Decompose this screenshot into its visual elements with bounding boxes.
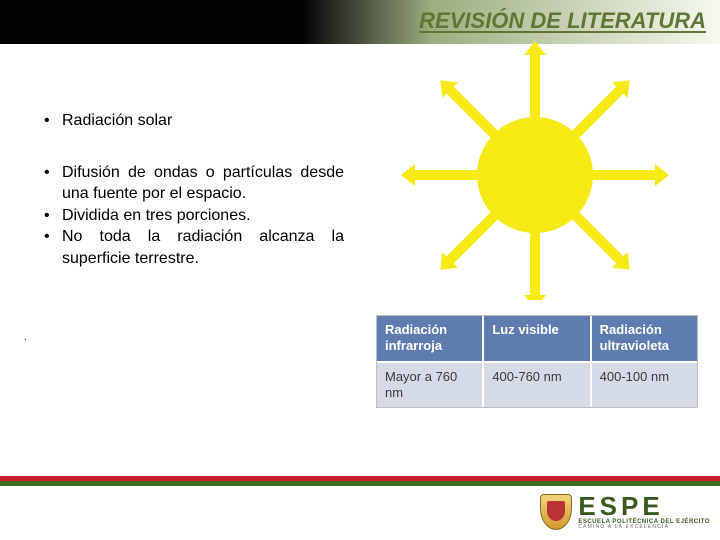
shield-icon: [540, 494, 572, 530]
table-header-cell: Luz visible: [484, 316, 591, 361]
footer-logo: ESPE ESCUELA POLITÉCNICA DEL EJÉRCITO CA…: [540, 493, 710, 530]
bullet-item: Radiación solar: [44, 110, 344, 132]
table-body-cell: 400-100 nm: [592, 361, 697, 408]
stray-dot: .: [24, 332, 27, 343]
sun-diagram: [370, 40, 700, 300]
logo-sub2-text: CAMINO A LA EXCELENCIA: [578, 525, 710, 530]
bullet-group-1: Radiación solar: [44, 110, 344, 132]
sun-svg: [370, 40, 700, 300]
table-body-cell: Mayor a 760 nm: [377, 361, 484, 408]
logo-main-text: ESPE: [578, 493, 710, 519]
table-header-cell: Radiación ultravioleta: [592, 316, 697, 361]
logo-text: ESPE ESCUELA POLITÉCNICA DEL EJÉRCITO CA…: [578, 493, 710, 530]
page-title: REVISIÓN DE LITERATURA: [419, 8, 706, 34]
table-header-row: Radiación infrarroja Luz visible Radiaci…: [377, 316, 697, 361]
footer-stripe-green: [0, 481, 720, 486]
bullet-item: Dividida en tres porciones.: [44, 205, 344, 227]
footer-stripes: [0, 476, 720, 486]
bullet-item: Difusión de ondas o partículas desde una…: [44, 162, 344, 205]
radiation-table: Radiación infrarroja Luz visible Radiaci…: [376, 315, 698, 408]
table-header-cell: Radiación infrarroja: [377, 316, 484, 361]
table-body-cell: 400-760 nm: [484, 361, 591, 408]
bullet-group-2: Difusión de ondas o partículas desde una…: [44, 162, 344, 270]
table-body-row: Mayor a 760 nm 400-760 nm 400-100 nm: [377, 361, 697, 408]
bullet-item: No toda la radiación alcanza la superfic…: [44, 226, 344, 269]
content-left-column: Radiación solar Difusión de ondas o part…: [44, 110, 344, 300]
